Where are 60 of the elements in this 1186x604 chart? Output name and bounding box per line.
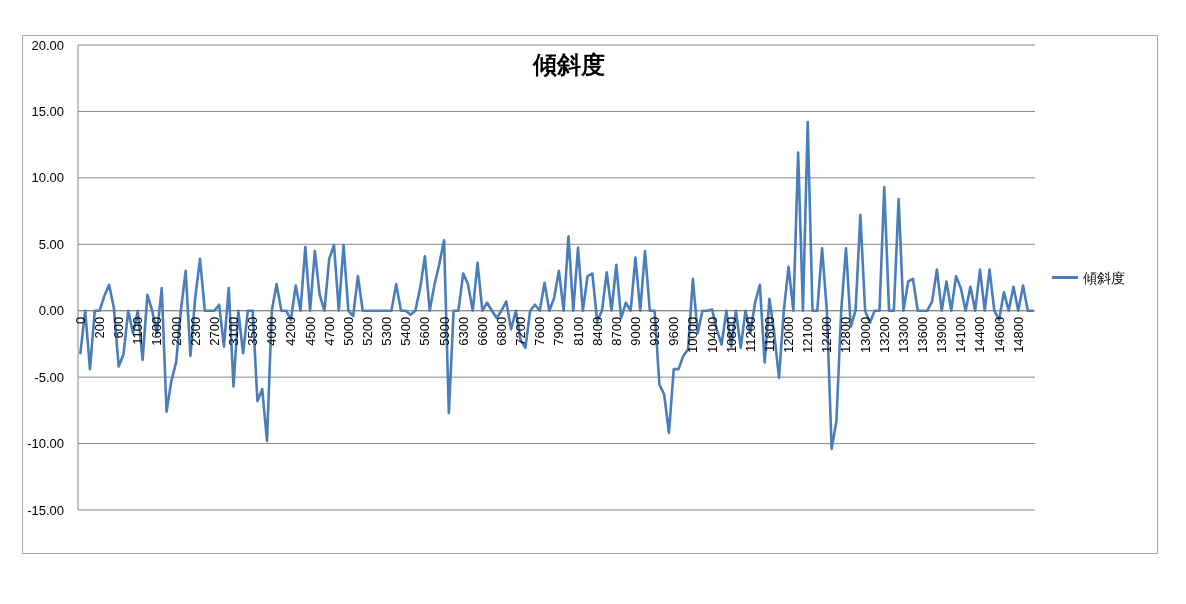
x-tick-label: 12800 — [838, 316, 854, 353]
x-tick-label: 9600 — [666, 316, 682, 346]
x-tick-label: 13000 — [857, 316, 873, 353]
x-tick-label: 12400 — [819, 316, 835, 353]
x-tick-label: 14800 — [1010, 316, 1026, 353]
x-tick-label: 7600 — [532, 316, 548, 346]
x-tick-label: 11600 — [761, 316, 777, 352]
x-tick-label: 2000 — [168, 316, 184, 346]
x-tick-label: 4500 — [302, 316, 318, 346]
x-tick-label: 5000 — [340, 316, 356, 346]
x-tick-label: 9200 — [647, 316, 663, 346]
x-tick-label: 8400 — [589, 316, 605, 346]
x-tick-label: 14100 — [953, 316, 969, 353]
x-tick-label: 1100 — [130, 316, 146, 345]
x-tick-label: 6300 — [455, 316, 471, 346]
x-tick-label: 5600 — [417, 316, 433, 346]
x-tick-label: 11200 — [742, 316, 758, 352]
x-tick-label: 4200 — [283, 316, 299, 346]
x-tick-label: 2700 — [206, 316, 222, 346]
x-tick-label: 4000 — [264, 316, 280, 346]
x-tick-label: 12100 — [800, 316, 816, 353]
y-tick-label: 15.00 — [31, 103, 64, 119]
y-tick-label: 0.00 — [38, 303, 64, 319]
x-tick-label: 5300 — [379, 316, 395, 346]
x-tick-label: 10400 — [704, 316, 720, 353]
x-tick-label: 200 — [92, 316, 108, 339]
y-tick-label: -10.00 — [27, 436, 64, 452]
x-tick-label: 9000 — [627, 316, 643, 346]
x-tick-label: 3500 — [245, 316, 261, 346]
x-tick-label: 1600 — [149, 316, 165, 346]
legend-label: 傾斜度 — [1083, 269, 1125, 286]
y-tick-label: 5.00 — [38, 236, 64, 252]
x-tick-label: 6800 — [493, 316, 509, 346]
x-tick-label: 8100 — [570, 316, 586, 346]
y-tick-label: -5.00 — [34, 369, 64, 385]
x-tick-label: 7200 — [513, 316, 529, 346]
x-tick-label: 10800 — [723, 316, 739, 353]
y-tick-label: 10.00 — [31, 170, 64, 186]
chart-title: 傾斜度 — [531, 51, 605, 78]
x-tick-label: 0 — [72, 316, 88, 324]
x-tick-label: 10000 — [685, 316, 701, 353]
x-tick-label: 14400 — [972, 316, 988, 353]
x-tick-label: 13900 — [934, 316, 950, 353]
y-tick-label: -15.00 — [27, 502, 64, 518]
x-tick-label: 5400 — [398, 316, 414, 346]
x-tick-label: 8700 — [608, 316, 624, 346]
x-tick-label: 5900 — [436, 316, 452, 346]
x-tick-label: 13200 — [876, 316, 892, 353]
x-tick-label: 13600 — [915, 316, 931, 353]
x-tick-label: 600 — [111, 316, 127, 339]
x-tick-label: 5200 — [359, 316, 375, 346]
x-tick-label: 7900 — [551, 316, 567, 346]
x-tick-label: 6600 — [474, 316, 490, 346]
x-tick-label: 3100 — [226, 316, 242, 346]
y-tick-label: 20.00 — [31, 37, 64, 53]
x-tick-label: 2300 — [187, 316, 203, 346]
x-tick-label: 4700 — [321, 316, 337, 346]
x-tick-label: 14600 — [991, 316, 1007, 353]
x-tick-label: 13300 — [895, 316, 911, 353]
x-tick-label: 12000 — [781, 316, 797, 353]
